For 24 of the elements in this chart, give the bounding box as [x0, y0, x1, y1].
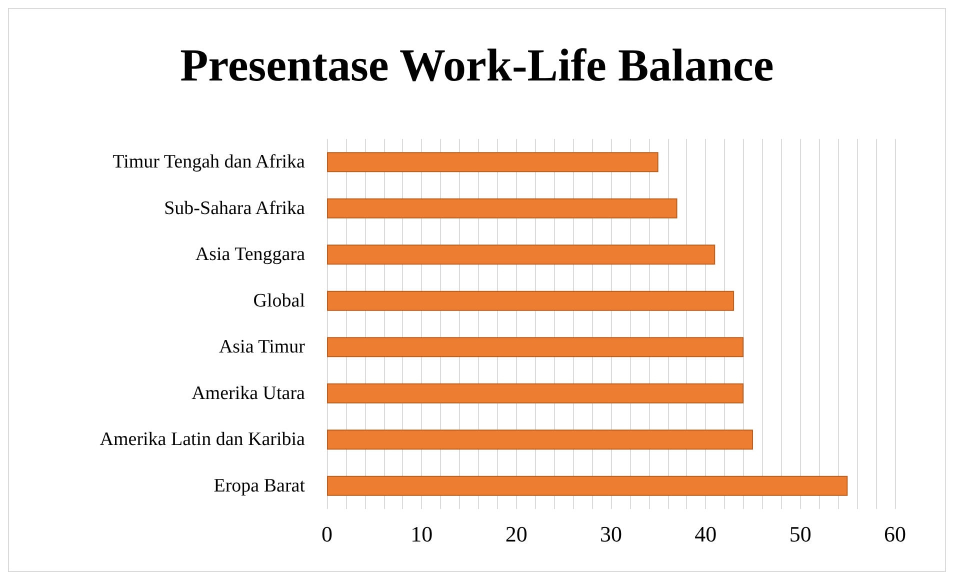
x-tick-label: 50 [789, 522, 812, 546]
x-tick-label: 10 [410, 522, 433, 546]
x-tick-label: 30 [600, 522, 622, 546]
y-tick-label: Amerika Latin dan Karibia [100, 429, 306, 450]
y-tick-label: Timur Tengah dan Afrika [112, 152, 306, 173]
bar [327, 152, 658, 172]
bar [327, 383, 744, 404]
chart-title: Presentase Work-Life Balance [180, 40, 774, 90]
bar [327, 337, 744, 358]
y-tick-label: Global [253, 290, 305, 312]
y-tick-label: Asia Timur [218, 336, 306, 358]
bar [327, 476, 848, 496]
bar [327, 244, 716, 265]
y-tick-label: Eropa Barat [214, 475, 306, 496]
x-tick-label: 20 [505, 522, 528, 546]
bar [327, 198, 678, 218]
y-tick-label: Sub-Sahara Afrika [164, 198, 306, 219]
x-tick-label: 0 [322, 522, 332, 546]
bar [327, 430, 753, 450]
bar [327, 290, 734, 311]
x-tick-label: 40 [694, 522, 717, 546]
y-tick-label: Asia Tenggara [195, 244, 306, 266]
y-tick-label: Amerika Utara [192, 382, 306, 404]
x-tick-label: 60 [884, 522, 906, 546]
